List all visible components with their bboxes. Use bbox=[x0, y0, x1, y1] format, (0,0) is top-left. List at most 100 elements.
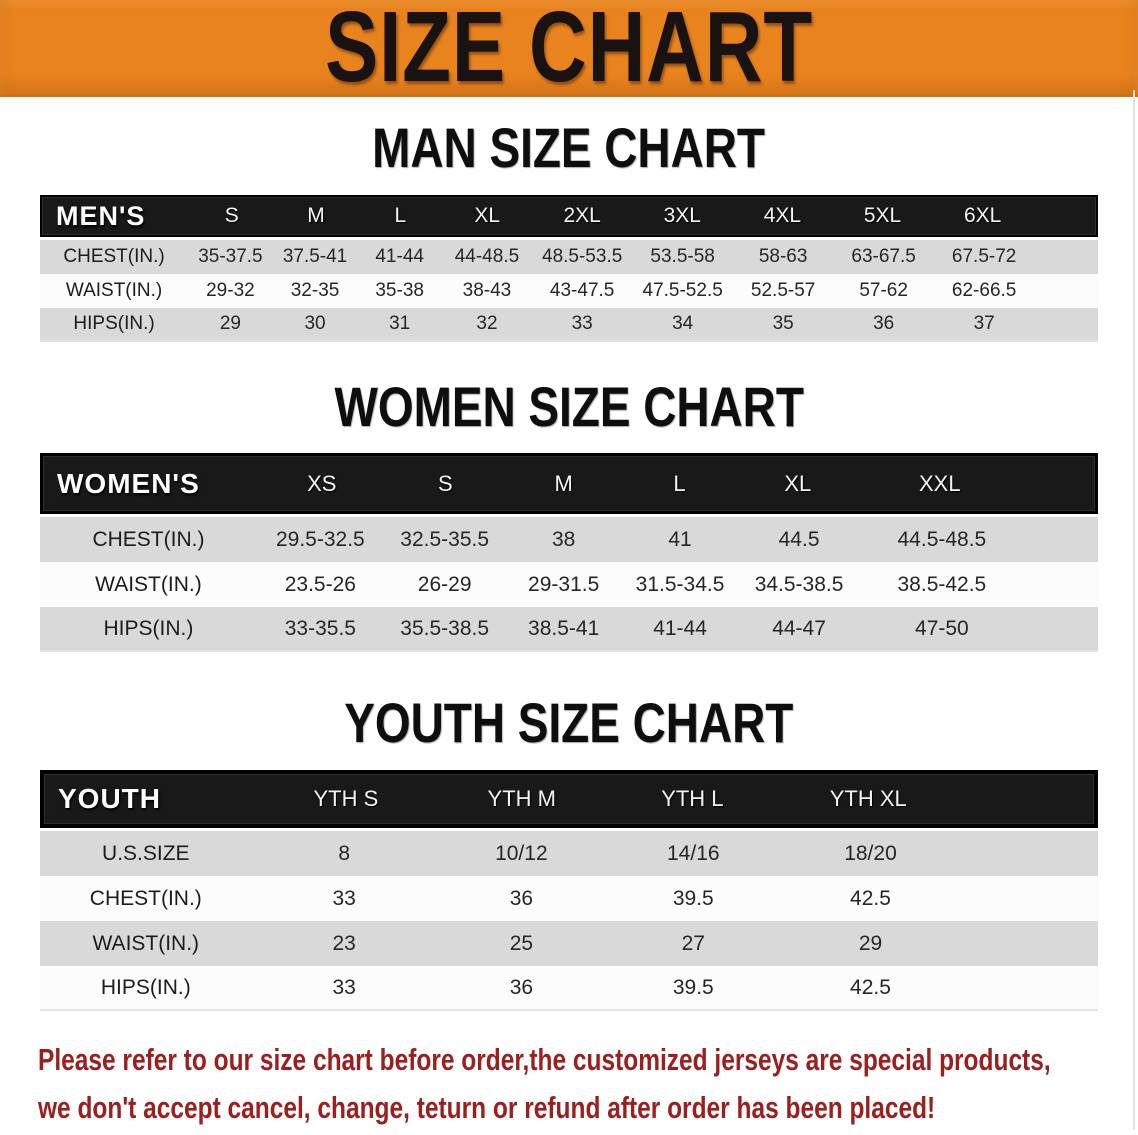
size-value: 41 bbox=[668, 527, 692, 551]
size-column-header: XL bbox=[784, 470, 812, 496]
youth-measure-row: CHEST(IN.) 33 36 39.5 42.5 bbox=[40, 876, 1098, 921]
size-value: 42.5 bbox=[850, 975, 891, 999]
row-label: WAIST(IN.) bbox=[95, 572, 202, 596]
row-spacer bbox=[1024, 607, 1098, 650]
size-column-header: 3XL bbox=[663, 204, 701, 227]
size-value: 39.5 bbox=[672, 886, 714, 910]
size-value: 38.5-42.5 bbox=[897, 572, 987, 596]
size-column-header: L bbox=[673, 470, 686, 496]
size-value: 53.5-58 bbox=[650, 246, 715, 267]
size-value: 32 bbox=[476, 313, 498, 334]
row-label: WAIST(IN.) bbox=[92, 931, 200, 955]
header-spacer bbox=[958, 774, 1095, 824]
size-value: 37 bbox=[973, 313, 995, 334]
size-value: 27 bbox=[681, 931, 705, 955]
row-label: CHEST(IN.) bbox=[89, 886, 202, 910]
size-value: 29.5-32.5 bbox=[275, 527, 365, 551]
size-value: 35 bbox=[772, 313, 794, 334]
size-value: 57-62 bbox=[859, 280, 908, 301]
size-column-header: XL bbox=[474, 204, 501, 227]
size-value: 35.5-38.5 bbox=[400, 616, 490, 640]
men-section-heading: MAN SIZE CHART bbox=[372, 116, 766, 179]
size-value: 36 bbox=[873, 313, 895, 334]
size-value: 23.5-26 bbox=[284, 572, 356, 596]
size-column-header: YTH S bbox=[313, 786, 379, 811]
size-value: 62-66.5 bbox=[951, 280, 1017, 301]
size-column-header: 5XL bbox=[863, 204, 902, 227]
size-value: 41-44 bbox=[375, 246, 424, 267]
youth-table-label: YOUTH bbox=[58, 783, 161, 814]
men-table-label: MEN'S bbox=[56, 200, 146, 231]
row-spacer bbox=[1034, 308, 1097, 340]
size-value: 48.5-53.5 bbox=[542, 246, 623, 267]
size-value: 47-50 bbox=[915, 616, 969, 640]
men-measure-row: HIPS(IN.) 29 30 31 32 33 34 35 36 37 bbox=[40, 308, 1098, 342]
size-value: 33 bbox=[571, 313, 593, 334]
size-value: 34.5-38.5 bbox=[754, 572, 844, 596]
disclaimer-line-2: we don't accept cancel, change, teturn o… bbox=[38, 1090, 936, 1125]
size-value: 8 bbox=[338, 841, 350, 865]
row-label: CHEST(IN.) bbox=[63, 246, 165, 267]
size-value: 18/20 bbox=[844, 841, 897, 865]
size-value: 52.5-57 bbox=[750, 280, 816, 301]
women-header-row: WOMEN'S XS S M L XL XXL bbox=[40, 453, 1098, 514]
youth-measure-row: U.S.SIZE 8 10/12 14/16 18/20 bbox=[40, 831, 1098, 876]
row-spacer bbox=[1024, 517, 1098, 562]
size-column-header: S bbox=[438, 470, 453, 496]
size-value: 29-32 bbox=[206, 280, 255, 301]
youth-size-table: YOUTH YTH S YTH M YTH L YTH XL U.S.SIZE 8 10/12… bbox=[40, 770, 1098, 1011]
size-value: 31.5-34.5 bbox=[635, 572, 725, 596]
header-spacer bbox=[1033, 197, 1096, 235]
youth-header-row: YOUTH YTH S YTH M YTH L YTH XL bbox=[40, 770, 1098, 828]
size-column-header: YTH L bbox=[661, 786, 724, 811]
row-label: U.S.SIZE bbox=[102, 841, 190, 865]
banner-title: SIZE CHART bbox=[325, 0, 813, 103]
row-spacer bbox=[1024, 562, 1098, 607]
size-value: 36 bbox=[509, 975, 534, 999]
size-value: 25 bbox=[509, 931, 534, 955]
size-value: 31 bbox=[389, 313, 411, 334]
men-measure-row: CHEST(IN.) 35-37.5 37.5-41 41-44 44-48.5 48.5… bbox=[40, 240, 1098, 274]
size-value: 38-43 bbox=[462, 280, 512, 301]
disclaimer-note: Please refer to our size chart before or… bbox=[38, 1039, 1138, 1135]
size-value: 23 bbox=[332, 931, 356, 955]
size-column-header: M bbox=[307, 204, 325, 227]
youth-measure-row: HIPS(IN.) 33 36 39.5 42.5 bbox=[40, 966, 1098, 1011]
size-column-header: XS bbox=[307, 470, 337, 496]
size-value: 33 bbox=[332, 886, 356, 910]
women-measure-row: CHEST(IN.) 29.5-32.5 32.5-35.5 38 41 44.5 44.5… bbox=[40, 517, 1098, 562]
youth-measure-row: WAIST(IN.) 23 25 27 29 bbox=[40, 921, 1098, 966]
size-value: 29 bbox=[219, 313, 241, 334]
size-value: 58-63 bbox=[758, 246, 808, 267]
size-value: 38 bbox=[551, 527, 576, 551]
size-column-header: L bbox=[394, 204, 407, 227]
size-column-header: 4XL bbox=[763, 204, 802, 227]
row-label: CHEST(IN.) bbox=[92, 527, 205, 551]
size-value: 32.5-35.5 bbox=[400, 527, 490, 551]
size-value: 44-47 bbox=[772, 616, 826, 640]
size-value: 30 bbox=[304, 313, 326, 334]
row-spacer bbox=[960, 966, 1098, 1009]
row-spacer bbox=[960, 831, 1098, 876]
size-value: 33-35.5 bbox=[284, 616, 356, 640]
size-value: 44.5 bbox=[778, 527, 820, 551]
women-size-table: WOMEN'S XS S M L XL XXL CHEST(IN.) 29.5-32.5 32.5… bbox=[40, 453, 1098, 652]
size-value: 14/16 bbox=[667, 841, 720, 865]
size-value: 32-35 bbox=[290, 280, 340, 301]
row-label: HIPS(IN.) bbox=[103, 616, 194, 640]
size-value: 44.5-48.5 bbox=[897, 527, 987, 551]
row-label: HIPS(IN.) bbox=[73, 313, 155, 334]
size-value: 44-48.5 bbox=[454, 246, 520, 267]
row-spacer bbox=[960, 921, 1098, 966]
size-value: 10/12 bbox=[495, 841, 548, 865]
size-value: 42.5 bbox=[850, 886, 891, 910]
size-value: 29 bbox=[858, 931, 883, 955]
youth-section-heading: YOUTH SIZE CHART bbox=[344, 691, 794, 754]
size-value: 37.5-41 bbox=[282, 246, 348, 267]
size-value: 43-47.5 bbox=[549, 280, 615, 301]
size-value: 47.5-52.5 bbox=[642, 280, 723, 301]
size-value: 38.5-41 bbox=[528, 616, 600, 640]
size-column-header: YTH XL bbox=[829, 786, 907, 811]
header-spacer bbox=[1021, 456, 1095, 511]
women-measure-row: WAIST(IN.) 23.5-26 26-29 29-31.5 31.5-34.5 34… bbox=[40, 562, 1098, 607]
